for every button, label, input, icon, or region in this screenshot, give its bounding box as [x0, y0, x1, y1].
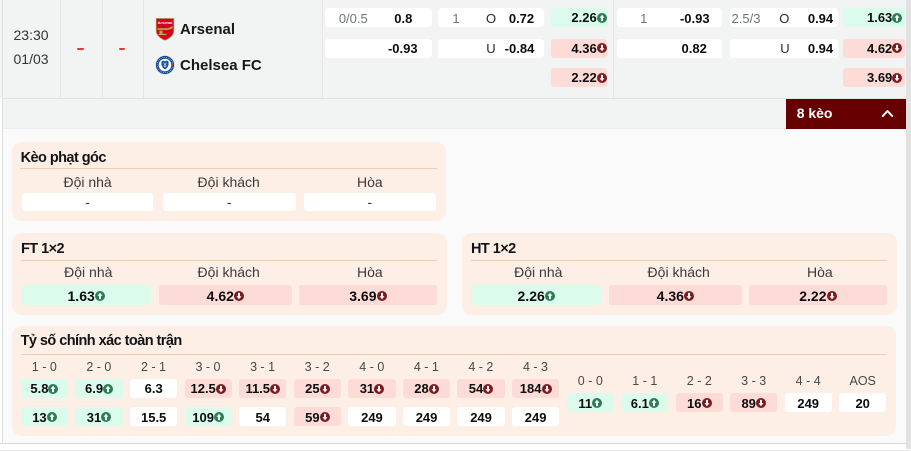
svg-text:Arsenal: Arsenal — [157, 20, 172, 25]
